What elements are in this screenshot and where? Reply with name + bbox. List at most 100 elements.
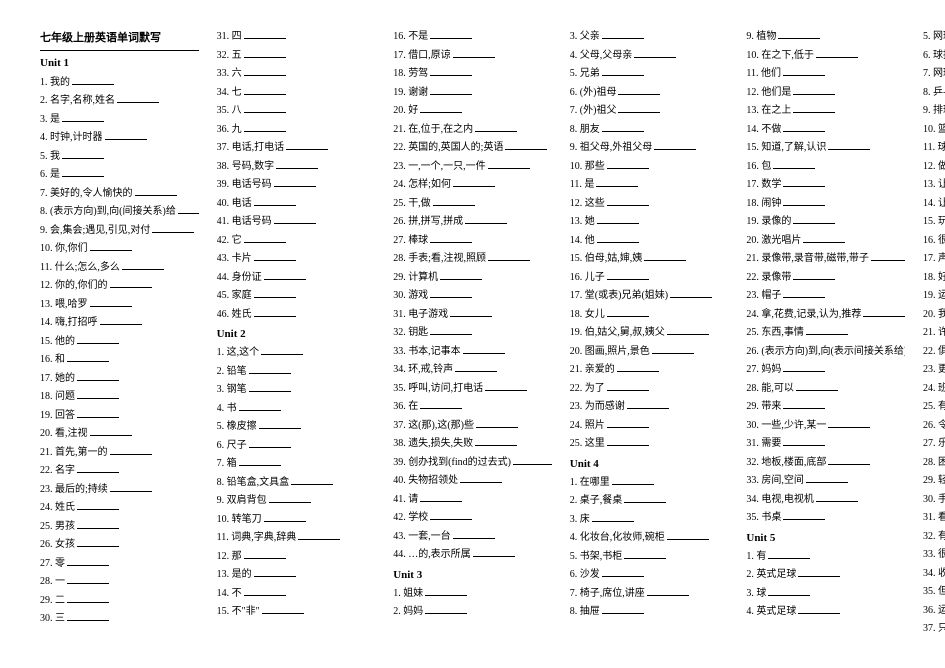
answer-blank[interactable] [440, 270, 482, 280]
answer-blank[interactable] [806, 325, 848, 335]
answer-blank[interactable] [796, 381, 838, 391]
answer-blank[interactable] [420, 492, 462, 502]
answer-blank[interactable] [254, 196, 296, 206]
answer-blank[interactable] [430, 288, 472, 298]
answer-blank[interactable] [602, 604, 644, 614]
answer-blank[interactable] [793, 103, 835, 113]
answer-blank[interactable] [67, 611, 109, 621]
answer-blank[interactable] [433, 196, 475, 206]
answer-blank[interactable] [249, 364, 291, 374]
answer-blank[interactable] [783, 510, 825, 520]
answer-blank[interactable] [778, 29, 820, 39]
answer-blank[interactable] [425, 586, 467, 596]
answer-blank[interactable] [254, 288, 296, 298]
answer-blank[interactable] [783, 399, 825, 409]
answer-blank[interactable] [607, 307, 649, 317]
answer-blank[interactable] [634, 48, 676, 58]
answer-blank[interactable] [67, 352, 109, 362]
answer-blank[interactable] [670, 288, 712, 298]
answer-blank[interactable] [597, 233, 639, 243]
answer-blank[interactable] [90, 297, 132, 307]
answer-blank[interactable] [62, 167, 104, 177]
answer-blank[interactable] [274, 177, 316, 187]
answer-blank[interactable] [249, 382, 291, 392]
answer-blank[interactable] [607, 270, 649, 280]
answer-blank[interactable] [798, 604, 840, 614]
answer-blank[interactable] [602, 66, 644, 76]
answer-blank[interactable] [607, 159, 649, 169]
answer-blank[interactable] [450, 307, 492, 317]
answer-blank[interactable] [276, 159, 318, 169]
answer-blank[interactable] [783, 177, 825, 187]
answer-blank[interactable] [602, 122, 644, 132]
answer-blank[interactable] [505, 140, 547, 150]
answer-blank[interactable] [77, 519, 119, 529]
answer-blank[interactable] [110, 445, 152, 455]
answer-blank[interactable] [783, 122, 825, 132]
answer-blank[interactable] [62, 149, 104, 159]
answer-blank[interactable] [485, 381, 527, 391]
answer-blank[interactable] [488, 251, 530, 261]
answer-blank[interactable] [463, 344, 505, 354]
answer-blank[interactable] [122, 260, 164, 270]
answer-blank[interactable] [798, 567, 840, 577]
answer-blank[interactable] [768, 549, 810, 559]
answer-blank[interactable] [793, 214, 835, 224]
answer-blank[interactable] [627, 399, 669, 409]
answer-blank[interactable] [647, 586, 689, 596]
answer-blank[interactable] [475, 122, 517, 132]
answer-blank[interactable] [77, 463, 119, 473]
answer-blank[interactable] [488, 159, 530, 169]
answer-blank[interactable] [77, 408, 119, 418]
answer-blank[interactable] [244, 233, 286, 243]
answer-blank[interactable] [77, 334, 119, 344]
answer-blank[interactable] [110, 278, 152, 288]
answer-blank[interactable] [77, 537, 119, 547]
answer-blank[interactable] [90, 241, 132, 251]
answer-blank[interactable] [602, 567, 644, 577]
answer-blank[interactable] [274, 214, 316, 224]
answer-blank[interactable] [607, 436, 649, 446]
answer-blank[interactable] [430, 66, 472, 76]
answer-blank[interactable] [816, 48, 858, 58]
answer-blank[interactable] [262, 604, 304, 614]
answer-blank[interactable] [624, 493, 666, 503]
answer-blank[interactable] [644, 251, 686, 261]
answer-blank[interactable] [67, 556, 109, 566]
answer-blank[interactable] [239, 456, 281, 466]
answer-blank[interactable] [806, 473, 848, 483]
answer-blank[interactable] [67, 593, 109, 603]
answer-blank[interactable] [77, 389, 119, 399]
answer-blank[interactable] [453, 177, 495, 187]
answer-blank[interactable] [460, 473, 502, 483]
answer-blank[interactable] [72, 75, 114, 85]
answer-blank[interactable] [828, 418, 870, 428]
answer-blank[interactable] [178, 204, 199, 214]
answer-blank[interactable] [783, 436, 825, 446]
answer-blank[interactable] [667, 530, 709, 540]
answer-blank[interactable] [607, 196, 649, 206]
answer-blank[interactable] [110, 482, 152, 492]
answer-blank[interactable] [654, 140, 696, 150]
answer-blank[interactable] [652, 344, 694, 354]
answer-blank[interactable] [596, 177, 638, 187]
answer-blank[interactable] [602, 29, 644, 39]
answer-blank[interactable] [249, 438, 291, 448]
answer-blank[interactable] [475, 436, 517, 446]
answer-blank[interactable] [430, 233, 472, 243]
answer-blank[interactable] [430, 85, 472, 95]
answer-blank[interactable] [793, 85, 835, 95]
answer-blank[interactable] [244, 586, 286, 596]
answer-blank[interactable] [62, 112, 104, 122]
answer-blank[interactable] [476, 418, 518, 428]
answer-blank[interactable] [105, 130, 147, 140]
answer-blank[interactable] [618, 103, 660, 113]
answer-blank[interactable] [135, 186, 177, 196]
answer-blank[interactable] [430, 510, 472, 520]
answer-blank[interactable] [607, 381, 649, 391]
answer-blank[interactable] [597, 214, 639, 224]
answer-blank[interactable] [783, 288, 825, 298]
answer-blank[interactable] [816, 492, 858, 502]
answer-blank[interactable] [244, 48, 286, 58]
answer-blank[interactable] [244, 85, 286, 95]
